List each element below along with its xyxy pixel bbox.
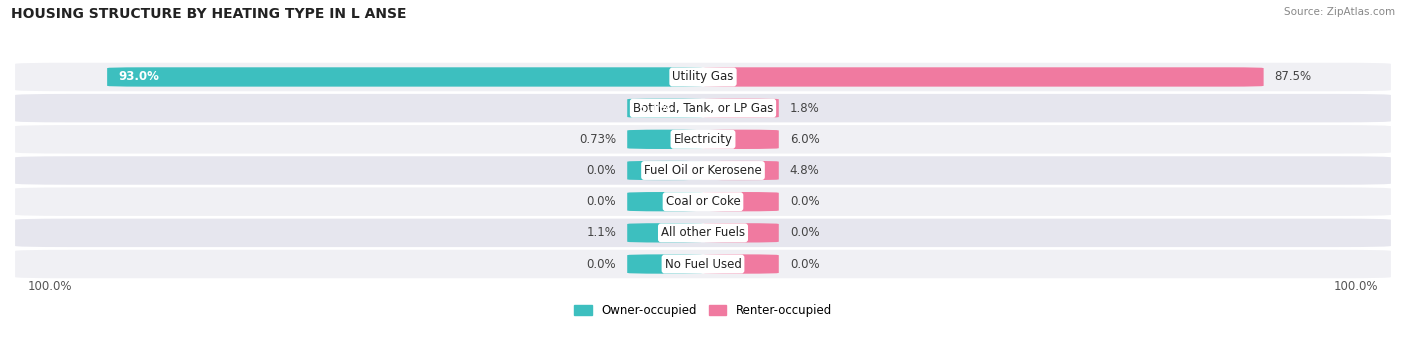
FancyBboxPatch shape xyxy=(627,254,703,274)
Text: 0.0%: 0.0% xyxy=(790,195,820,208)
Text: All other Fuels: All other Fuels xyxy=(661,226,745,239)
Text: HOUSING STRUCTURE BY HEATING TYPE IN L ANSE: HOUSING STRUCTURE BY HEATING TYPE IN L A… xyxy=(11,7,406,21)
FancyBboxPatch shape xyxy=(14,62,1392,92)
Text: Source: ZipAtlas.com: Source: ZipAtlas.com xyxy=(1284,7,1395,17)
FancyBboxPatch shape xyxy=(14,124,1392,154)
Text: 0.73%: 0.73% xyxy=(579,133,616,146)
Text: 93.0%: 93.0% xyxy=(118,71,159,84)
Text: Fuel Oil or Kerosene: Fuel Oil or Kerosene xyxy=(644,164,762,177)
FancyBboxPatch shape xyxy=(627,161,703,180)
Text: Electricity: Electricity xyxy=(673,133,733,146)
Text: 0.0%: 0.0% xyxy=(790,226,820,239)
FancyBboxPatch shape xyxy=(703,223,779,242)
FancyBboxPatch shape xyxy=(14,187,1392,217)
Legend: Owner-occupied, Renter-occupied: Owner-occupied, Renter-occupied xyxy=(569,299,837,322)
FancyBboxPatch shape xyxy=(703,130,779,149)
FancyBboxPatch shape xyxy=(703,254,779,274)
FancyBboxPatch shape xyxy=(627,130,703,149)
FancyBboxPatch shape xyxy=(627,99,703,118)
Text: 0.0%: 0.0% xyxy=(790,257,820,270)
Text: 1.8%: 1.8% xyxy=(790,102,820,115)
FancyBboxPatch shape xyxy=(14,218,1392,248)
FancyBboxPatch shape xyxy=(703,67,1264,87)
Text: 0.0%: 0.0% xyxy=(586,195,616,208)
Text: 5.1%: 5.1% xyxy=(638,102,671,115)
Text: Bottled, Tank, or LP Gas: Bottled, Tank, or LP Gas xyxy=(633,102,773,115)
Text: 0.0%: 0.0% xyxy=(586,164,616,177)
FancyBboxPatch shape xyxy=(14,93,1392,123)
Text: 87.5%: 87.5% xyxy=(1275,71,1312,84)
Text: No Fuel Used: No Fuel Used xyxy=(665,257,741,270)
FancyBboxPatch shape xyxy=(703,99,779,118)
Text: 4.8%: 4.8% xyxy=(790,164,820,177)
FancyBboxPatch shape xyxy=(14,155,1392,186)
FancyBboxPatch shape xyxy=(627,223,703,242)
Text: 0.0%: 0.0% xyxy=(586,257,616,270)
Text: Utility Gas: Utility Gas xyxy=(672,71,734,84)
FancyBboxPatch shape xyxy=(627,192,703,211)
FancyBboxPatch shape xyxy=(703,192,779,211)
Text: 100.0%: 100.0% xyxy=(1334,280,1378,293)
Text: 100.0%: 100.0% xyxy=(28,280,72,293)
Text: Coal or Coke: Coal or Coke xyxy=(665,195,741,208)
FancyBboxPatch shape xyxy=(107,67,703,87)
FancyBboxPatch shape xyxy=(703,161,779,180)
Text: 1.1%: 1.1% xyxy=(586,226,616,239)
FancyBboxPatch shape xyxy=(14,249,1392,279)
Text: 6.0%: 6.0% xyxy=(790,133,820,146)
